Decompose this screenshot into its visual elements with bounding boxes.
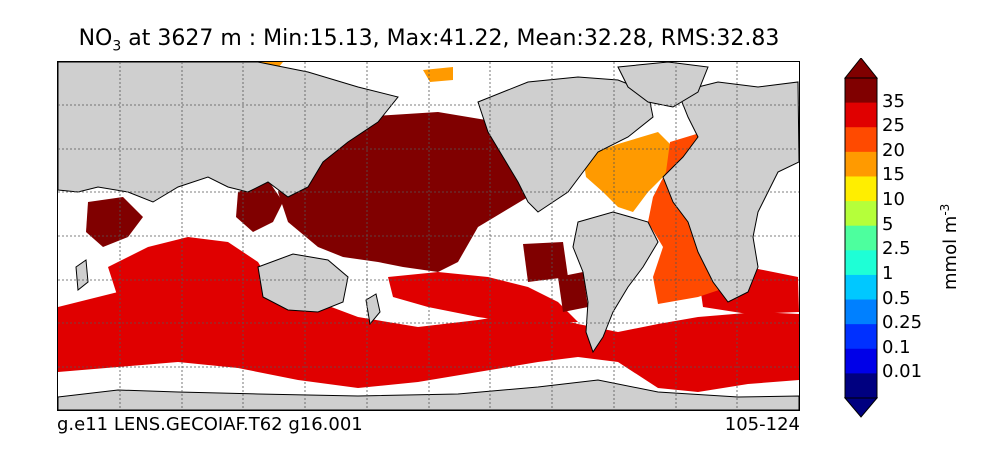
south-america-land [572, 211, 659, 354]
colorbar-band [845, 274, 877, 301]
colorbar-unit-label: mmol m-3 [938, 203, 961, 290]
colorbar [844, 58, 878, 418]
graticule [58, 62, 799, 410]
map-title: NO3 at 3627 m : Min:15.13, Max:41.22, Me… [78, 26, 780, 55]
colorbar-tick-label: 0.01 [882, 361, 923, 383]
colorbar-band [845, 151, 877, 177]
asia-land [58, 62, 399, 203]
colorbar-tick-label: 0.25 [882, 312, 923, 334]
greenland-land [617, 62, 709, 108]
north-america-land [477, 76, 654, 213]
south-pacific-dark-red-patch [523, 242, 568, 282]
colorbar-bottom-arrow [844, 397, 878, 418]
colorbar-band [845, 78, 877, 104]
colorbar-tick-label: 0.1 [882, 336, 911, 358]
colorbar-band [845, 201, 877, 227]
colorbar-band [845, 348, 877, 374]
colorbar-tick-label: 5 [882, 213, 894, 235]
colorbar-tick-label: 20 [882, 139, 905, 161]
pacific-dark-red [278, 112, 538, 272]
map-plot-area [57, 61, 800, 411]
colorbar-band [845, 102, 877, 128]
colorbar-tick-label: 10 [882, 189, 905, 211]
indian-ocean-dark-red [86, 197, 143, 247]
colorbar-tick-label: 15 [882, 164, 905, 186]
colorbar-band [845, 299, 877, 325]
colorbar-band [845, 225, 877, 251]
new-zealand-land [365, 293, 381, 326]
chile-basin-dark-red [558, 272, 588, 312]
indian-ocean-red [108, 237, 273, 302]
colorbar-tick-label: 2.5 [882, 238, 911, 260]
arctic-orange-patch [423, 67, 453, 82]
colorbar-tick-label: 25 [882, 115, 905, 137]
colorbar-band [845, 250, 877, 276]
world-map [58, 62, 799, 410]
southern-ocean-red-band [58, 282, 799, 392]
colorbar-tick-label: 35 [882, 90, 905, 112]
colorbar-band [845, 176, 877, 202]
south-pacific-red [388, 272, 578, 324]
north-atlantic-orange [583, 132, 673, 212]
years-label: 105-124 [724, 414, 800, 435]
colorbar-tick-label: 0.5 [882, 287, 911, 309]
colorbar-top-arrow [844, 58, 878, 79]
run-id-label: g.e11 LENS.GECOIAF.T62 g16.001 [57, 414, 363, 435]
madagascar-land [75, 259, 89, 291]
western-pacific-dark-red [236, 180, 283, 232]
colorbar-band [845, 373, 877, 399]
colorbar-tick-label: 1 [882, 262, 894, 284]
colorbar-band [845, 127, 877, 153]
colorbar-band [845, 324, 877, 350]
